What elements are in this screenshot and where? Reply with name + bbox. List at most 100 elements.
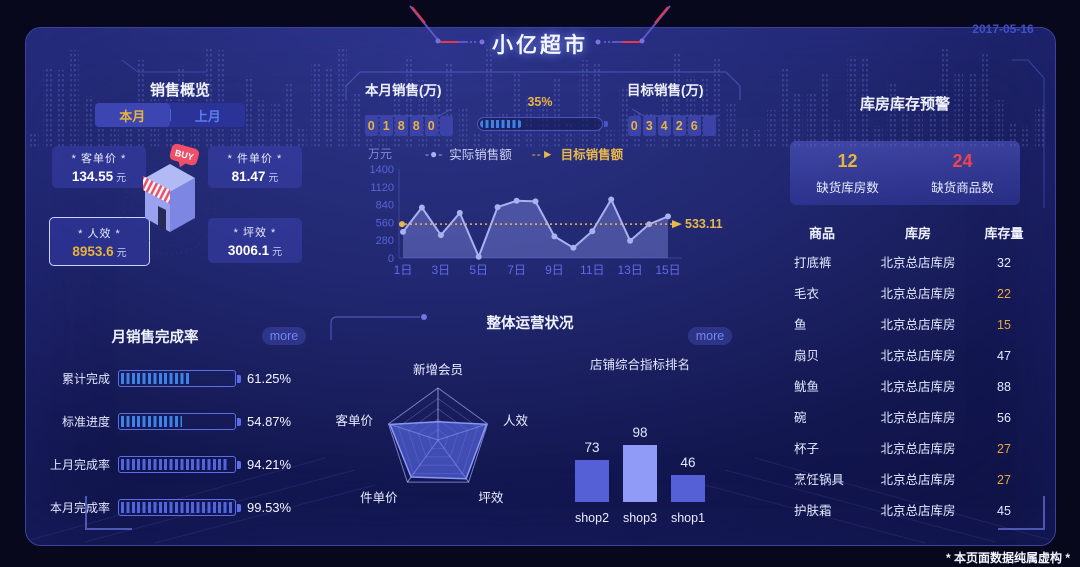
digit-box: 8 [395, 116, 408, 136]
completion-battery-bar [118, 413, 241, 430]
line-dot-marker-icon: -●- [425, 146, 444, 161]
table-cell-stock: 45 [997, 504, 1011, 518]
operations-more-button[interactable]: more [688, 327, 732, 345]
buy-badge-icon: BUY [169, 143, 199, 168]
table-cell-warehouse: 北京总店库房 [880, 473, 956, 487]
bar-category-label: shop1 [670, 511, 706, 525]
table-cell-stock: 27 [997, 442, 1011, 456]
bar-category-label: shop2 [574, 511, 610, 525]
sales-overview-title: 销售概览 [149, 82, 210, 99]
metric-unit: 元 [116, 247, 127, 259]
svg-text:件单价: 件单价 [360, 491, 398, 505]
completion-bar-row: 本月完成率 99.53% [38, 486, 328, 529]
table-cell-warehouse: 北京总店库房 [880, 380, 956, 394]
metric-unit: 元 [268, 173, 279, 184]
digit-box: 0 [628, 116, 641, 136]
operations-decoration [330, 314, 427, 340]
svg-text:1400: 1400 [370, 164, 394, 176]
ranking-bar-column: 98 shop3 [623, 425, 657, 525]
table-cell-warehouse: 北京总店库房 [880, 411, 956, 425]
digit-box: 2 [673, 116, 686, 136]
completion-bar-value: 61.25% [247, 371, 292, 386]
metric-label: * 坪效 * [233, 226, 277, 239]
tab-current-month[interactable]: 本月 [95, 103, 170, 127]
current-sales-label: 本月销售(万) [365, 83, 442, 98]
metric-value: 8953.6 [72, 243, 114, 259]
completion-bar-label: 标准进度 [61, 415, 110, 429]
sales-progress-bar [477, 117, 608, 131]
table-cell-product: 扇贝 [794, 349, 820, 363]
month-tabs: 本月 上月 [95, 103, 245, 127]
completion-title: 月销售完成率 [111, 330, 199, 346]
digit-box: 0 [365, 116, 378, 136]
tab-divider [169, 109, 171, 121]
svg-text:13日: 13日 [617, 263, 642, 277]
stat-value: 12 [837, 150, 858, 171]
overview-corner-decoration [121, 60, 206, 73]
metric-card-avg-item-price[interactable]: * 件单价 * 81.47 元 [208, 146, 302, 188]
completion-battery-bar [118, 456, 241, 473]
table-cell-product: 鱿鱼 [794, 380, 820, 394]
table-cell-warehouse: 北京总店库房 [880, 287, 956, 301]
completion-bar-label: 本月完成率 [49, 501, 110, 515]
completion-bar-row: 累计完成 61.25% [38, 357, 328, 400]
bar [623, 445, 657, 502]
inventory-stats-card: 12 缺货库房数 24 缺货商品数 [790, 141, 1020, 205]
metric-value: 3006.1 [227, 242, 270, 258]
progress-percent-label: 35% [527, 95, 553, 109]
metric-card-staff-efficiency[interactable]: * 人效 * 8953.6 元 [49, 217, 150, 266]
title-decoration-right [595, 5, 671, 45]
table-cell-product: 打底裤 [794, 256, 832, 270]
digit-box-empty [440, 116, 453, 136]
table-cell-product: 杯子 [794, 442, 820, 456]
svg-text:11日: 11日 [580, 263, 604, 277]
table-header-cell: 库存量 [984, 226, 1024, 241]
bar [671, 475, 705, 502]
legend-label: 实际销售额 [449, 148, 512, 162]
completion-bar-label: 累计完成 [61, 372, 110, 386]
tab-last-month[interactable]: 上月 [194, 108, 221, 124]
legend-actual-sales[interactable]: -●- 实际销售额 [425, 144, 512, 163]
svg-text:560: 560 [376, 217, 394, 229]
metric-label: * 人效 * [78, 227, 121, 240]
completion-bar-value: 99.53% [247, 500, 292, 515]
table-cell-stock: 22 [997, 287, 1011, 301]
table-cell-stock: 56 [997, 411, 1011, 425]
completion-battery-bar [118, 499, 241, 516]
table-cell-stock: 47 [997, 349, 1011, 363]
title-decoration-left [409, 5, 485, 45]
table-cell-warehouse: 北京总店库房 [880, 318, 956, 332]
stat-out-of-stock-warehouses: 12 缺货库房数 [790, 141, 905, 205]
shop-ranking-bar-chart: 73 shop2 98 shop3 46 shop1 [558, 385, 722, 525]
date-label: 2017-05-16 [972, 22, 1034, 36]
svg-text:7日: 7日 [507, 263, 526, 277]
digit-box-empty [703, 116, 716, 136]
stat-value: 24 [952, 150, 973, 171]
bar-value-label: 73 [584, 440, 600, 455]
battery-fill [121, 373, 190, 384]
store-icon: BUY [123, 143, 217, 255]
svg-text:新增会员: 新增会员 [413, 362, 463, 377]
shop-ranking-title: 店铺综合指标排名 [589, 358, 690, 372]
table-cell-stock: 27 [997, 473, 1011, 487]
svg-text:1日: 1日 [394, 263, 413, 277]
legend-target-sales[interactable]: --► 目标销售额 [532, 144, 623, 163]
metric-card-floor-efficiency[interactable]: * 坪效 * 3006.1 元 [208, 218, 302, 263]
svg-text:5日: 5日 [469, 263, 488, 277]
metric-label: * 客单价 * [71, 153, 127, 165]
stat-label: 缺货库房数 [816, 180, 879, 195]
svg-text:BUY: BUY [174, 148, 195, 163]
svg-text:533.11: 533.11 [685, 217, 723, 231]
inventory-title: 库房库存预警 [859, 96, 950, 113]
metric-label: * 件单价 * [227, 153, 283, 165]
svg-text:0: 0 [388, 253, 394, 265]
bottom-left-bracket-decoration [85, 496, 132, 530]
stat-out-of-stock-products: 24 缺货商品数 [905, 141, 1020, 205]
digit-box: 8 [410, 116, 423, 136]
operations-title: 整体运营状况 [486, 316, 574, 332]
metric-card-avg-customer-price[interactable]: * 客单价 * 134.55 元 [52, 146, 146, 188]
table-header-cell: 库房 [904, 226, 931, 241]
completion-more-button[interactable]: more [262, 327, 306, 345]
